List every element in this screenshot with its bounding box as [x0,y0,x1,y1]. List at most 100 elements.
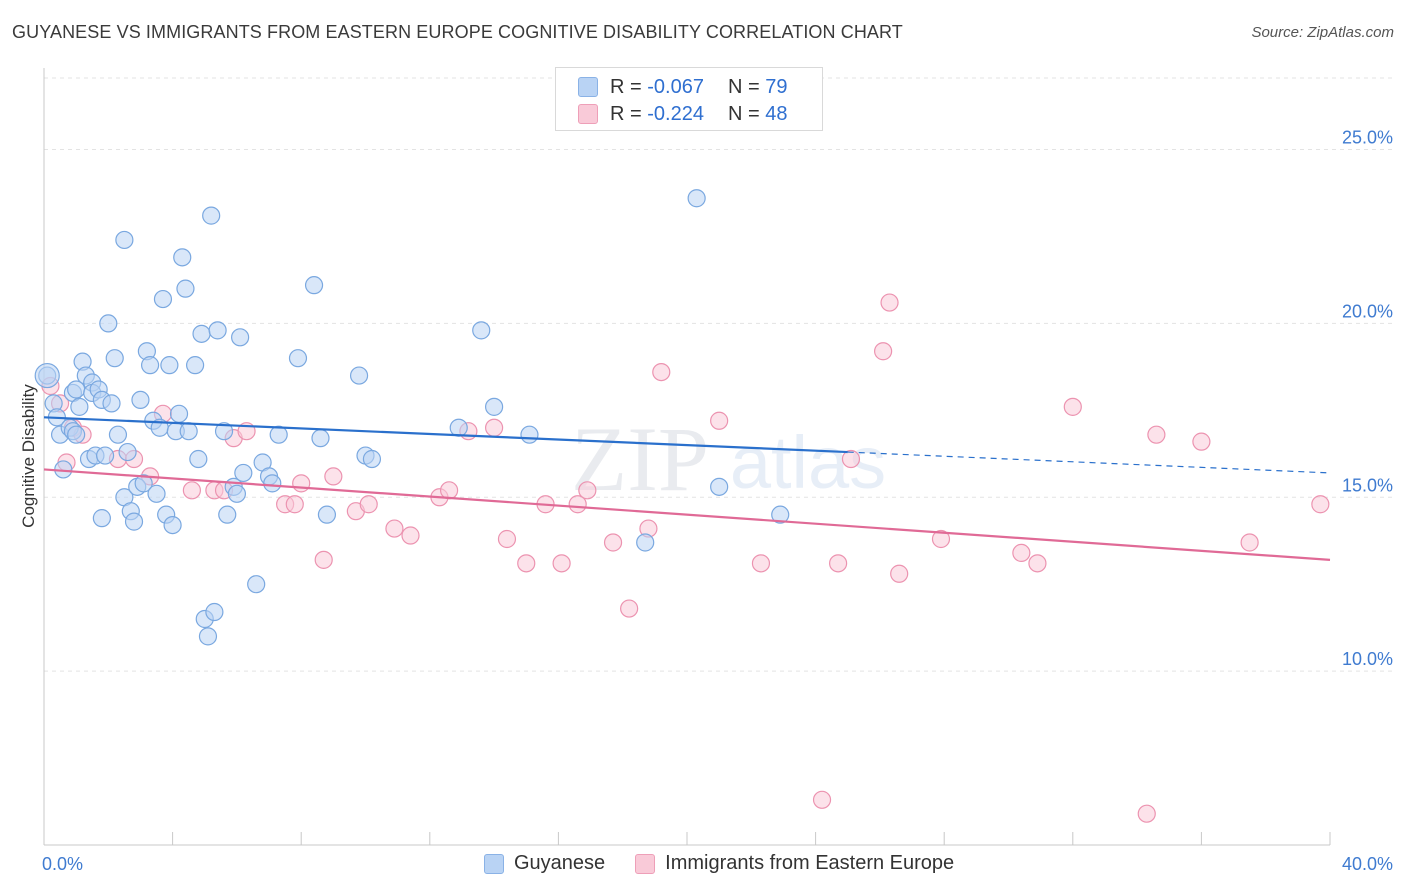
data-point-eastern-europe [1147,425,1166,444]
data-point-eastern-europe [552,554,571,573]
data-point-eastern-europe [841,449,861,469]
data-point-guyanese [160,356,179,375]
data-point-eastern-europe [1192,432,1211,451]
gridlines [44,77,1393,672]
data-point-guyanese [169,404,189,423]
data-point-eastern-europe [292,474,311,493]
trend-line-guyanese [43,416,848,454]
legend-item-eastern-europe[interactable]: Immigrants from Eastern Europe [635,852,954,875]
source-label: Source: ZipAtlas.com [1251,24,1394,41]
data-point-eastern-europe [485,418,504,437]
data-point-guyanese [218,505,237,524]
data-point-eastern-europe [182,481,201,500]
data-point-eastern-europe [890,564,909,583]
data-point-guyanese [92,509,111,528]
data-point-guyanese [173,248,192,267]
data-point-guyanese [449,418,468,437]
y-tick-label: 20.0% [1342,301,1393,321]
n-label: N = [727,102,760,125]
data-point-guyanese [472,321,491,340]
data-point-eastern-europe [517,554,536,573]
data-point-eastern-europe [314,550,333,569]
data-point-guyanese [311,429,330,448]
data-point-guyanese [179,422,198,441]
data-point-eastern-europe [1012,543,1031,563]
data-point-guyanese [227,484,246,503]
data-point-eastern-europe [497,529,517,549]
data-point-guyanese [95,446,115,465]
data-point-guyanese [105,349,124,368]
stats-legend: R = -0.067 N = 79 R = -0.224 N = 48 [555,67,823,131]
data-point-guyanese [99,314,118,333]
r-value-guyanese: -0.067 [647,75,704,98]
watermark: ZIP atlas [571,408,886,510]
data-point-guyanese [198,627,218,646]
r-label: R = [610,75,642,98]
data-point-eastern-europe [812,790,832,809]
stats-legend-row-guyanese: R = -0.067 N = 79 [578,75,787,99]
data-point-guyanese [131,390,150,410]
data-point-eastern-europe [931,529,951,549]
data-point-eastern-europe [324,467,343,486]
guyanese-swatch [578,77,598,97]
data-point-eastern-europe [359,495,378,514]
data-point-eastern-europe [874,342,893,361]
n-value-guyanese: 79 [765,75,788,98]
data-point-guyanese [263,474,282,493]
legend-label-eastern-europe: Immigrants from Eastern Europe [665,852,955,874]
data-point-guyanese [124,512,144,531]
y-tick-label: 15.0% [1342,475,1393,495]
data-point-guyanese [214,422,234,441]
data-point-guyanese [247,575,266,594]
data-point-guyanese [269,425,288,444]
data-point-guyanese [163,515,182,535]
data-point-guyanese [108,425,128,444]
data-point-eastern-europe [568,495,587,514]
r-value-eastern-europe: -0.224 [647,102,704,125]
data-point-eastern-europe [385,519,404,538]
n-label: N = [727,75,760,98]
y-tick-label: 25.0% [1342,128,1393,148]
data-point-guyanese [205,602,224,622]
data-point-eastern-europe [578,481,597,500]
data-point-eastern-europe [880,293,899,312]
data-point-eastern-europe [1240,533,1259,552]
data-point-guyanese [687,189,706,208]
r-label: R = [610,102,642,125]
legend-item-guyanese[interactable]: Guyanese [484,852,605,875]
data-point-guyanese [202,206,221,225]
data-point-guyanese [710,477,729,496]
axes [43,68,1331,846]
data-point-guyanese [67,425,86,444]
data-point-eastern-europe [285,495,304,514]
n-value-eastern-europe: 48 [765,102,788,125]
data-point-guyanese [102,394,121,413]
data-point-guyanese [186,356,205,375]
data-point-guyanese [189,449,208,469]
trend-line-guyanese-extension [847,451,1331,474]
data-point-guyanese [362,449,382,469]
data-point-eastern-europe [620,599,639,618]
legend-label-guyanese: Guyanese [514,852,606,874]
data-point-eastern-europe [401,526,420,545]
data-point-guyanese [208,321,227,340]
data-point-guyanese [771,505,790,524]
guyanese-legend-swatch [484,853,504,874]
data-point-guyanese [153,289,173,309]
data-point-eastern-europe [829,554,848,573]
data-point-eastern-europe [1137,804,1156,823]
data-point-eastern-europe [751,554,771,573]
data-point-guyanese [34,362,60,389]
data-point-eastern-europe [1063,397,1082,416]
y-tick-label: 10.0% [1342,649,1393,669]
stats-legend-row-eastern-europe: R = -0.224 N = 48 [578,102,787,126]
y-axis-label: Cognitive Disability [19,384,38,528]
y-tick-labels: 10.0% 15.0% 20.0% 25.0% [1342,128,1393,670]
data-point-guyanese [176,279,195,298]
x-tick-label-min: 0.0% [42,854,83,874]
data-point-guyanese [147,484,166,503]
data-point-guyanese [231,328,250,347]
series-eastern-europe-points [41,293,1330,823]
x-tick-label-max: 40.0% [1342,854,1393,874]
